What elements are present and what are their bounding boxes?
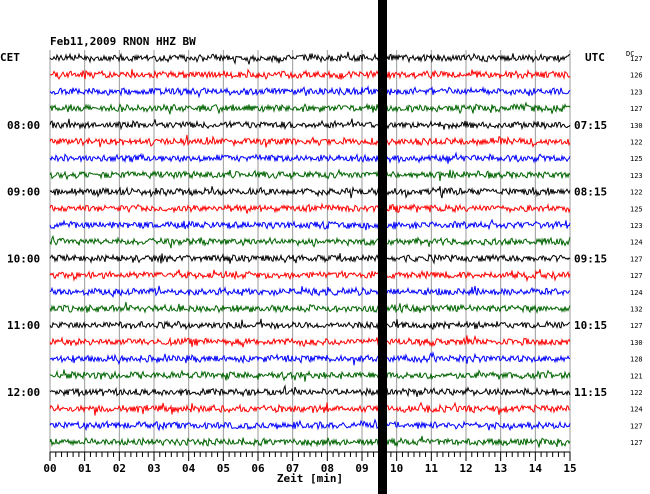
dc-value-9: 122 <box>630 189 643 197</box>
left-timezone-label: CET <box>0 51 20 64</box>
trace-20 <box>49 369 571 382</box>
trace-12 <box>49 234 571 249</box>
right-time-label-21: 11:15 <box>574 386 607 399</box>
trace-13 <box>49 253 571 265</box>
trace-23 <box>49 418 571 432</box>
x-tick-label-06: 06 <box>251 462 265 475</box>
traces <box>49 51 571 448</box>
x-tick-label-01: 01 <box>78 462 92 475</box>
dc-value-13: 127 <box>630 255 643 263</box>
right-timezone-label: UTC <box>585 51 605 64</box>
trace-8 <box>49 168 571 182</box>
trace-17 <box>49 318 571 331</box>
trace-10 <box>49 202 571 214</box>
x-tick-label-00: 00 <box>43 462 56 475</box>
trace-24 <box>49 435 571 448</box>
dc-value-21: 122 <box>630 389 643 397</box>
trace-11 <box>49 218 571 231</box>
dc-value-23: 127 <box>630 422 643 430</box>
right-time-label-5: 07:15 <box>574 119 607 132</box>
dc-value-1: 127 <box>630 55 643 63</box>
right-time-label-13: 09:15 <box>574 252 607 265</box>
trace-2 <box>49 68 571 80</box>
x-tick-label-05: 05 <box>217 462 230 475</box>
trace-15 <box>49 285 571 298</box>
dc-value-3: 123 <box>630 88 643 96</box>
trace-7 <box>49 151 571 165</box>
dc-value-22: 124 <box>630 406 643 414</box>
dc-value-12: 124 <box>630 239 643 247</box>
left-time-label-9: 09:00 <box>7 186 40 199</box>
left-time-label-21: 12:00 <box>7 386 40 399</box>
trace-22 <box>49 401 571 416</box>
trace-3 <box>49 84 571 99</box>
trace-19 <box>49 350 571 366</box>
dc-value-19: 128 <box>630 356 643 364</box>
x-tick-label-04: 04 <box>182 462 196 475</box>
dc-value-14: 127 <box>630 272 643 280</box>
dc-value-6: 122 <box>630 139 643 147</box>
dc-value-15: 124 <box>630 289 643 297</box>
left-time-label-13: 10:00 <box>7 252 40 265</box>
trace-9 <box>49 185 571 199</box>
trace-labels: 127 126 123 127 08:00 07:15 130 122 125 123 09:00 0… <box>7 55 643 447</box>
x-tick-label-02: 02 <box>113 462 126 475</box>
trace-5 <box>49 118 571 131</box>
trace-4 <box>49 101 571 115</box>
left-time-label-5: 08:00 <box>7 119 40 132</box>
x-tick-label-09: 09 <box>355 462 368 475</box>
dc-header-label: DC <box>626 50 634 58</box>
time-cursor-marker <box>378 0 387 494</box>
dc-value-4: 127 <box>630 105 643 113</box>
x-tick-label-08: 08 <box>321 462 334 475</box>
trace-16 <box>49 301 571 314</box>
x-tick-label-12: 12 <box>459 462 472 475</box>
grid <box>49 50 571 452</box>
x-tick-label-11: 11 <box>425 462 439 475</box>
trace-1 <box>49 51 570 65</box>
right-time-label-9: 08:15 <box>574 186 607 199</box>
right-time-label-17: 10:15 <box>574 319 607 332</box>
x-tick-label-13: 13 <box>494 462 507 475</box>
trace-6 <box>49 134 571 149</box>
dc-value-11: 123 <box>630 222 643 230</box>
dc-value-8: 123 <box>630 172 643 180</box>
trace-14 <box>49 269 571 283</box>
dc-value-10: 125 <box>630 205 643 213</box>
x-tick-label-15: 15 <box>563 462 576 475</box>
dc-value-7: 125 <box>630 155 643 163</box>
x-axis-label: Zeit [min] <box>277 472 343 485</box>
trace-18 <box>49 334 571 348</box>
left-time-label-17: 11:00 <box>7 319 40 332</box>
dc-value-24: 127 <box>630 439 643 447</box>
x-tick-label-07: 07 <box>286 462 299 475</box>
chart-title: Feb11,2009 RNON HHZ BW <box>50 35 196 48</box>
trace-21 <box>49 384 571 398</box>
x-tick-label-14: 14 <box>529 462 543 475</box>
x-tick-label-10: 10 <box>390 462 403 475</box>
dc-value-2: 126 <box>630 72 643 80</box>
dc-value-20: 121 <box>630 372 643 380</box>
dc-value-18: 130 <box>630 339 643 347</box>
dc-value-17: 127 <box>630 322 643 330</box>
x-tick-label-03: 03 <box>147 462 160 475</box>
x-axis: 00 01 02 03 04 05 06 07 08 09 10 11 12 13 14 15 <box>43 451 577 475</box>
dc-value-5: 130 <box>630 122 643 130</box>
time-cursor-bar <box>378 0 387 494</box>
dc-value-16: 132 <box>630 306 643 314</box>
